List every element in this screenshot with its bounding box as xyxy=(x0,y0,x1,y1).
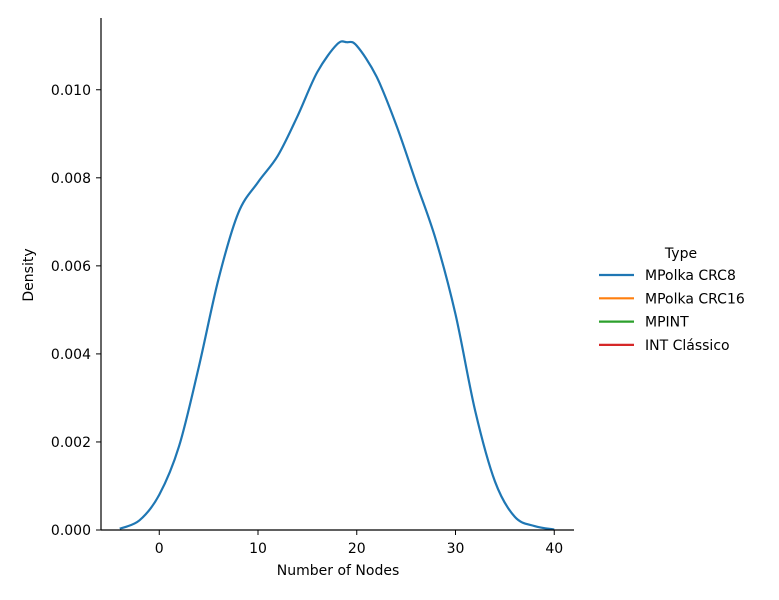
x-tick-label: 0 xyxy=(155,541,164,557)
legend-label: MPolka CRC16 xyxy=(645,291,745,307)
x-tick-label: 10 xyxy=(249,541,267,557)
y-tick-label: 0.000 xyxy=(51,523,91,539)
legend: Type MPolka CRC8 MPolka CRC16 MPINT INT Clá… xyxy=(599,246,745,354)
legend-label: INT Clássico xyxy=(645,338,730,354)
y-tick-label: 0.008 xyxy=(51,171,91,187)
legend-label: MPINT xyxy=(645,315,689,331)
y-tick-label: 0.002 xyxy=(51,435,91,451)
series-line-0 xyxy=(119,40,555,531)
legend-title: Type xyxy=(664,246,697,262)
y-tick-label: 0.006 xyxy=(51,259,91,275)
plot-area xyxy=(119,40,555,531)
y-tick-label: 0.010 xyxy=(51,83,91,99)
x-axis-title: Number of Nodes xyxy=(277,563,399,579)
x-tick-label: 30 xyxy=(447,541,465,557)
axes: 0 10 20 30 40 0.000 0.002 0.004 0.006 0.008 0.010 xyxy=(51,18,574,557)
x-tick-label: 40 xyxy=(545,541,563,557)
y-axis-title: Density xyxy=(21,248,37,301)
y-tick-label: 0.004 xyxy=(51,347,91,363)
x-tick-label: 20 xyxy=(348,541,366,557)
legend-label: MPolka CRC8 xyxy=(645,268,736,284)
